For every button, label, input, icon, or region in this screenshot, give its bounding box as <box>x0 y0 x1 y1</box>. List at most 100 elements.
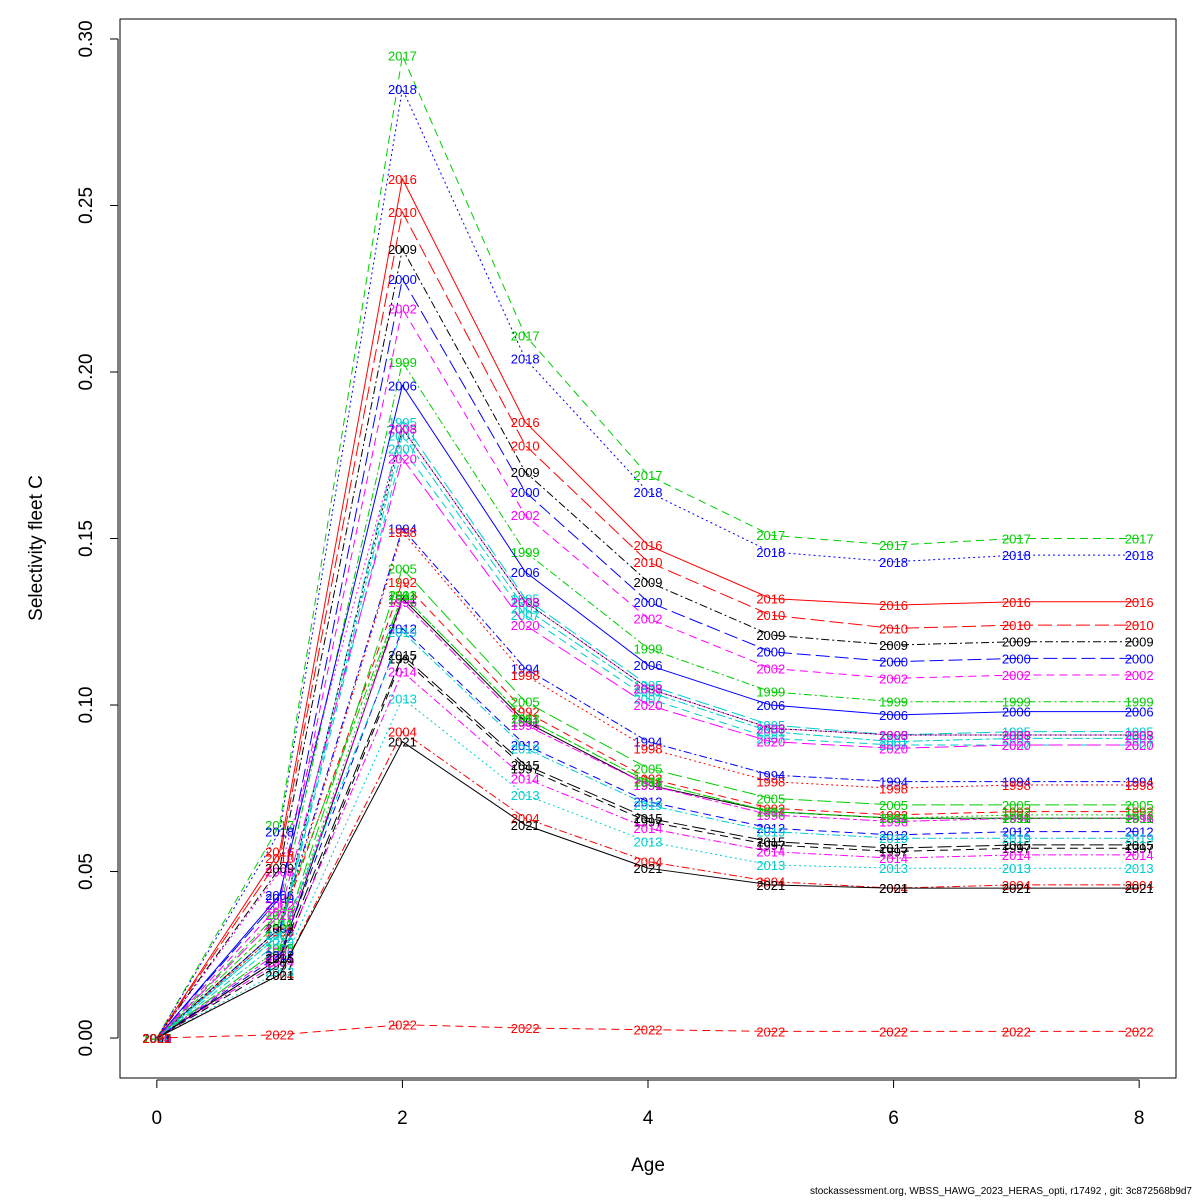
point-label: 2005 <box>1125 798 1154 813</box>
point-label: 2004 <box>1002 878 1031 893</box>
point-label: 2009 <box>388 242 417 257</box>
point-label: 1999 <box>1002 695 1031 710</box>
point-label: 2001 <box>879 735 908 750</box>
series-line <box>156 427 1140 1039</box>
y-tick-label: 0.05 <box>76 853 97 890</box>
point-label: 2022 <box>388 1018 417 1033</box>
series-line <box>156 567 1140 1039</box>
series-line <box>156 657 1140 1039</box>
series-line <box>156 420 1140 1039</box>
point-label: 1999 <box>511 545 540 560</box>
point-label: 1991 <box>511 715 540 730</box>
point-label: 2014 <box>1125 848 1154 863</box>
point-label: 2022 <box>634 1023 663 1038</box>
point-label: 2006 <box>265 888 294 903</box>
point-label: 2011 <box>1125 811 1153 826</box>
point-label: 2021 <box>879 881 908 896</box>
point-label: 2018 <box>388 82 417 97</box>
point-label: 2002 <box>1125 668 1154 683</box>
point-label: 2017 <box>1125 532 1154 547</box>
point-label: 2007 <box>1125 738 1154 753</box>
point-label: 1993 <box>1002 808 1031 823</box>
point-label: 2010 <box>1125 618 1154 633</box>
y-tick-label: 0.00 <box>76 1020 97 1057</box>
point-label: 1992 <box>879 808 908 823</box>
point-label: 2016 <box>511 415 540 430</box>
point-label: 2016 <box>756 591 785 606</box>
point-label: 2007 <box>511 608 540 623</box>
point-label: 2014 <box>1002 848 1031 863</box>
point-label: 2004 <box>511 811 540 826</box>
point-label: 2014 <box>511 771 540 786</box>
point-label: 1998 <box>756 775 785 790</box>
point-label: 2005 <box>388 561 417 576</box>
point-label: 2016 <box>265 845 294 860</box>
series-line <box>156 457 1140 1039</box>
point-label: 2005 <box>265 941 294 956</box>
plot-frame <box>119 18 1177 1079</box>
point-label: 2013 <box>511 788 540 803</box>
y-tick-label: 0.15 <box>76 520 97 557</box>
point-label: 2011 <box>511 711 539 726</box>
point-label: 2007 <box>756 731 785 746</box>
point-label: 2000 <box>879 655 908 670</box>
series-line <box>156 210 1140 1039</box>
point-label: 2018 <box>1125 548 1154 563</box>
point-label: 2018 <box>634 485 663 500</box>
point-label: 2000 <box>756 645 785 660</box>
point-label: 1996 <box>634 778 663 793</box>
point-label: 2000 <box>388 272 417 287</box>
point-label: 2015 <box>1002 838 1031 853</box>
point-label: 2019 <box>634 798 663 813</box>
point-label: 2012 <box>1125 825 1154 840</box>
point-label: 1992 <box>756 801 785 816</box>
point-label: 1999 <box>879 695 908 710</box>
point-label: 2000 <box>634 595 663 610</box>
point-label: 2001 <box>511 601 540 616</box>
point-label: 2020 <box>511 618 540 633</box>
point-label: 2019 <box>388 625 417 640</box>
point-label: 2010 <box>511 438 540 453</box>
point-label: 2017 <box>265 818 294 833</box>
point-label: 1992 <box>388 575 417 590</box>
point-label: 2016 <box>879 598 908 613</box>
point-label: 2017 <box>388 49 417 64</box>
point-label: 2015 <box>1125 838 1154 853</box>
point-label: 2011 <box>1002 811 1030 826</box>
point-label: 2020 <box>879 741 908 756</box>
point-label: 1998 <box>879 781 908 796</box>
point-label: 2017 <box>756 528 785 543</box>
point-label: 2022 <box>511 1021 540 1036</box>
point-label: 2012 <box>265 948 294 963</box>
point-label: 2009 <box>756 628 785 643</box>
point-label: 1998 <box>1125 778 1154 793</box>
point-label: 2013 <box>265 964 294 979</box>
y-tick-label: 0.20 <box>76 354 97 391</box>
point-label: 2005 <box>879 798 908 813</box>
series-line <box>156 594 1140 1039</box>
point-label: 2021 <box>511 818 540 833</box>
point-label: 1996 <box>1125 811 1154 826</box>
series-line <box>156 530 1140 1039</box>
point-label: 2004 <box>756 875 785 890</box>
point-label: 1994 <box>1125 775 1154 790</box>
point-label: 2014 <box>265 954 294 969</box>
point-label: 2016 <box>1125 595 1154 610</box>
point-label: 2013 <box>1002 861 1031 876</box>
point-label: 1998 <box>1002 778 1031 793</box>
point-label: 1994 <box>388 522 417 537</box>
point-label: 2002 <box>511 508 540 523</box>
point-label: 2014 <box>634 821 663 836</box>
point-label: 1995 <box>265 924 294 939</box>
point-label: 2006 <box>756 698 785 713</box>
point-label: 2000 <box>1125 651 1154 666</box>
point-label: 2014 <box>388 665 417 680</box>
point-label: 2012 <box>756 821 785 836</box>
